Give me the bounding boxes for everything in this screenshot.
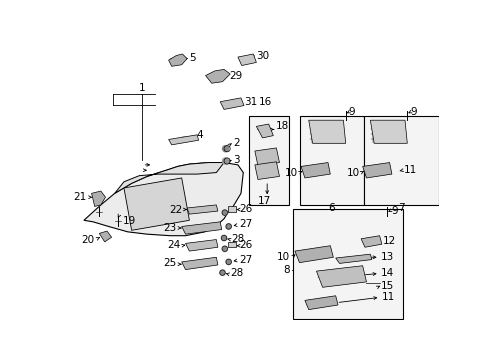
Text: 2: 2 — [233, 138, 240, 148]
Polygon shape — [84, 163, 243, 236]
Text: 28: 28 — [230, 269, 243, 278]
Polygon shape — [301, 163, 329, 178]
Text: 22: 22 — [169, 204, 182, 215]
Text: 31: 31 — [244, 97, 257, 107]
Text: 10: 10 — [284, 167, 297, 177]
Text: 30: 30 — [256, 51, 269, 61]
Text: 17: 17 — [258, 196, 271, 206]
Polygon shape — [308, 120, 345, 143]
Polygon shape — [335, 254, 371, 264]
Text: 27: 27 — [239, 255, 252, 265]
Polygon shape — [294, 246, 333, 263]
Text: 26: 26 — [239, 204, 252, 214]
Polygon shape — [254, 162, 279, 180]
Text: 5: 5 — [189, 53, 196, 63]
Text: 28: 28 — [231, 234, 244, 244]
Text: 15: 15 — [380, 281, 393, 291]
Text: 7: 7 — [397, 203, 404, 213]
Text: 9: 9 — [348, 108, 355, 117]
Polygon shape — [305, 296, 337, 310]
Bar — [299, 116, 364, 205]
Polygon shape — [362, 163, 391, 178]
Polygon shape — [254, 148, 279, 166]
Polygon shape — [360, 236, 381, 247]
Text: 20: 20 — [81, 235, 95, 245]
Text: 25: 25 — [163, 258, 176, 269]
Polygon shape — [115, 163, 224, 193]
Text: 4: 4 — [196, 130, 203, 140]
Text: 13: 13 — [380, 252, 393, 262]
Polygon shape — [182, 257, 218, 270]
Bar — [227, 206, 235, 212]
Text: 14: 14 — [380, 269, 393, 278]
Text: 11: 11 — [404, 165, 417, 175]
Text: 6: 6 — [328, 203, 334, 213]
Text: 10: 10 — [277, 252, 290, 262]
Circle shape — [225, 224, 231, 229]
Text: 1: 1 — [139, 83, 145, 93]
Text: 27: 27 — [239, 219, 252, 229]
Text: 16: 16 — [258, 97, 271, 107]
Circle shape — [222, 210, 227, 215]
Polygon shape — [205, 69, 230, 83]
Bar — [364, 116, 438, 205]
Polygon shape — [187, 205, 218, 214]
Polygon shape — [185, 239, 218, 251]
Circle shape — [222, 145, 228, 152]
Polygon shape — [238, 54, 256, 66]
Polygon shape — [168, 54, 187, 66]
Polygon shape — [123, 178, 189, 230]
Circle shape — [221, 235, 226, 241]
Text: 21: 21 — [74, 192, 87, 202]
Text: 3: 3 — [233, 155, 240, 165]
Polygon shape — [369, 120, 407, 143]
Polygon shape — [220, 98, 244, 109]
Text: 29: 29 — [229, 71, 242, 81]
Text: 19: 19 — [122, 216, 135, 226]
Text: 23: 23 — [163, 223, 176, 233]
Bar — [249, 116, 289, 205]
Polygon shape — [99, 231, 111, 242]
Text: 9: 9 — [390, 206, 397, 216]
Text: 12: 12 — [382, 236, 395, 246]
Circle shape — [220, 270, 225, 275]
Polygon shape — [256, 124, 273, 138]
Text: 10: 10 — [346, 167, 359, 177]
Polygon shape — [168, 135, 198, 145]
Text: 11: 11 — [381, 292, 394, 302]
Circle shape — [222, 246, 227, 252]
Text: 18: 18 — [275, 121, 288, 131]
Polygon shape — [91, 191, 105, 206]
Polygon shape — [182, 222, 221, 234]
Circle shape — [222, 158, 228, 164]
Text: 26: 26 — [239, 240, 252, 250]
Circle shape — [225, 259, 231, 265]
Polygon shape — [316, 266, 366, 287]
Text: 9: 9 — [409, 108, 416, 117]
Bar — [293, 209, 403, 319]
Text: 24: 24 — [166, 240, 180, 250]
Text: 8: 8 — [283, 265, 290, 275]
Bar — [227, 242, 235, 247]
